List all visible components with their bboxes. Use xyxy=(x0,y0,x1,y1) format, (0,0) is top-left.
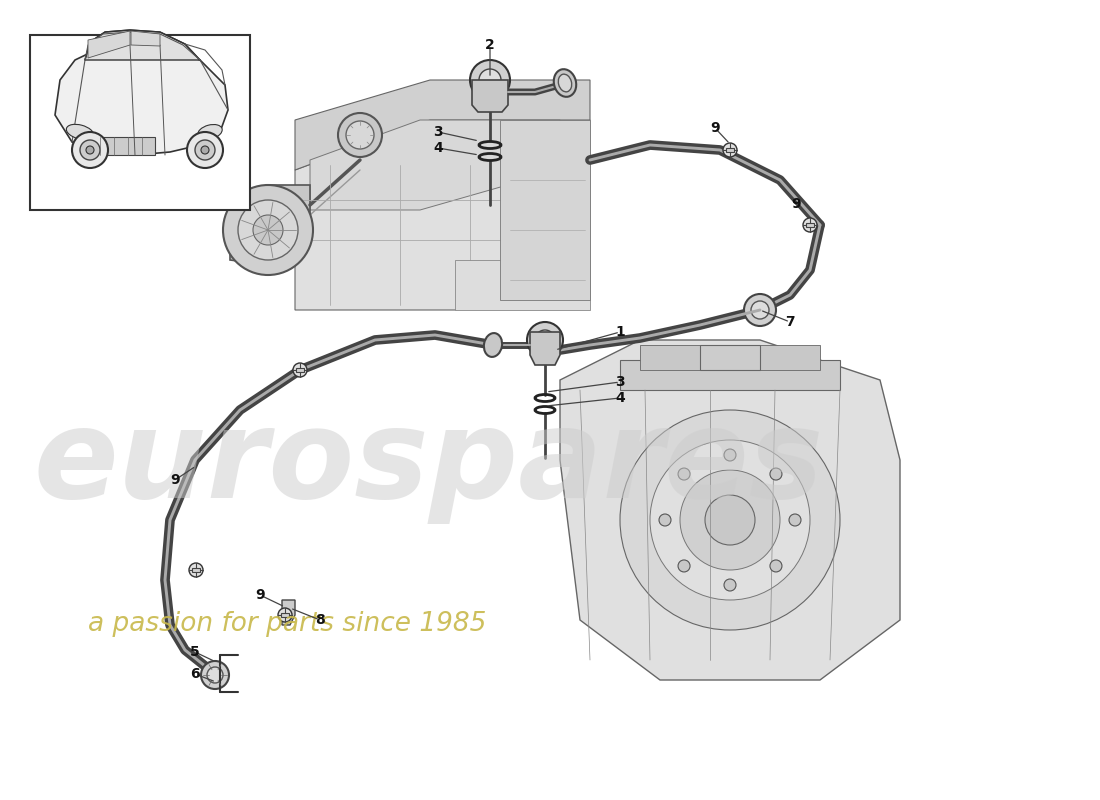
Bar xyxy=(620,360,840,390)
Text: 8: 8 xyxy=(315,613,324,627)
Bar xyxy=(700,345,760,370)
Text: 9: 9 xyxy=(255,588,265,602)
Text: 5: 5 xyxy=(190,645,200,659)
Text: a passion for parts since 1985: a passion for parts since 1985 xyxy=(88,611,486,637)
Circle shape xyxy=(253,215,283,245)
Circle shape xyxy=(86,146,94,154)
Circle shape xyxy=(189,563,204,577)
Circle shape xyxy=(72,132,108,168)
Ellipse shape xyxy=(559,74,572,92)
Polygon shape xyxy=(530,332,560,365)
Circle shape xyxy=(620,410,840,630)
Circle shape xyxy=(195,140,214,160)
Bar xyxy=(806,223,814,227)
Text: 4: 4 xyxy=(433,141,443,155)
Text: 2: 2 xyxy=(485,38,495,52)
Bar xyxy=(726,148,734,152)
Ellipse shape xyxy=(66,124,94,140)
Circle shape xyxy=(346,121,374,149)
Bar xyxy=(30,35,250,210)
Circle shape xyxy=(238,200,298,260)
Polygon shape xyxy=(55,45,228,155)
Circle shape xyxy=(223,185,314,275)
Circle shape xyxy=(338,113,382,157)
Bar xyxy=(280,613,289,617)
Circle shape xyxy=(724,579,736,591)
Bar xyxy=(296,368,305,372)
Circle shape xyxy=(80,140,100,160)
Circle shape xyxy=(803,218,817,232)
Circle shape xyxy=(744,294,775,326)
Circle shape xyxy=(789,514,801,526)
Text: 3: 3 xyxy=(433,125,443,139)
Polygon shape xyxy=(282,600,295,625)
Polygon shape xyxy=(500,120,590,300)
Polygon shape xyxy=(230,185,310,265)
Circle shape xyxy=(724,449,736,461)
Ellipse shape xyxy=(553,69,576,97)
Circle shape xyxy=(201,146,209,154)
Circle shape xyxy=(659,514,671,526)
Circle shape xyxy=(527,322,563,358)
Circle shape xyxy=(650,440,810,600)
Circle shape xyxy=(207,667,223,683)
Polygon shape xyxy=(88,31,130,58)
Text: 9: 9 xyxy=(711,121,719,135)
Ellipse shape xyxy=(484,333,502,357)
Polygon shape xyxy=(472,80,508,112)
Circle shape xyxy=(678,560,690,572)
Bar xyxy=(90,137,155,155)
Circle shape xyxy=(723,143,737,157)
Circle shape xyxy=(201,661,229,689)
Bar xyxy=(191,568,200,572)
Polygon shape xyxy=(560,340,900,680)
Circle shape xyxy=(535,330,556,350)
Circle shape xyxy=(770,560,782,572)
Ellipse shape xyxy=(198,125,222,139)
Text: 4: 4 xyxy=(615,391,625,405)
Circle shape xyxy=(478,69,500,91)
Circle shape xyxy=(187,132,223,168)
Circle shape xyxy=(751,301,769,319)
Polygon shape xyxy=(295,120,590,310)
Circle shape xyxy=(705,495,755,545)
Polygon shape xyxy=(85,30,200,60)
Circle shape xyxy=(770,468,782,480)
Text: 9: 9 xyxy=(791,197,801,211)
Text: 6: 6 xyxy=(190,667,200,681)
Circle shape xyxy=(678,468,690,480)
Circle shape xyxy=(680,470,780,570)
Text: 7: 7 xyxy=(785,315,795,329)
Text: eurospares: eurospares xyxy=(33,403,823,525)
Text: 9: 9 xyxy=(170,473,179,487)
Text: 3: 3 xyxy=(615,375,625,389)
Circle shape xyxy=(470,60,510,100)
Circle shape xyxy=(293,363,307,377)
Polygon shape xyxy=(131,31,160,46)
Bar xyxy=(640,345,820,370)
Text: 1: 1 xyxy=(615,325,625,339)
Polygon shape xyxy=(455,260,590,310)
Polygon shape xyxy=(310,120,560,210)
Polygon shape xyxy=(295,80,590,170)
Circle shape xyxy=(278,608,292,622)
